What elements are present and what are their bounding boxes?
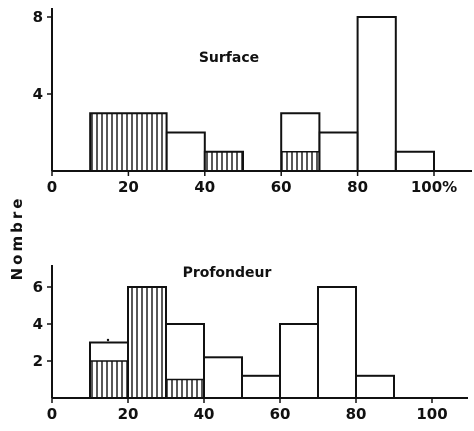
profondeur-x-tick-label-1: 20 (118, 405, 139, 423)
surface-x-tick-label-5: 100% (411, 178, 457, 196)
surface-bar-5 (356, 16, 397, 172)
profondeur-bars (89, 286, 395, 399)
profondeur-title: Profondeur (183, 265, 272, 281)
surface-y-ticks: 48 (33, 8, 52, 103)
profondeur-y-tick-label-2: 6 (33, 278, 43, 296)
surface-panel: Surface 0 20 40 60 80 100% 48 (33, 8, 472, 196)
profondeur-x-ticks: 0 20 40 60 80 100 (47, 398, 448, 423)
surface-x-tick-label-4: 80 (347, 178, 368, 196)
profondeur-bar-hatched-1 (127, 286, 167, 399)
surface-bar-hatched-0 (89, 112, 168, 172)
profondeur-x-tick-label-2: 40 (194, 405, 215, 423)
profondeur-y-tick-label-0: 2 (33, 352, 43, 370)
y-axis-label: Nombre (8, 196, 26, 281)
surface-bar-6 (394, 150, 435, 172)
surface-y-tick-label-0: 4 (33, 85, 43, 103)
surface-x-tick-label-0: 0 (47, 178, 57, 196)
stray-mark (106, 338, 110, 342)
profondeur-panel: Profondeur 0 20 40 60 80 100 2 4 6 (33, 265, 468, 423)
profondeur-bar-hatched-0 (89, 360, 129, 399)
profondeur-x-tick-label-0: 0 (47, 405, 57, 423)
profondeur-bar-3 (203, 356, 243, 399)
surface-x-tick-label-1: 20 (118, 178, 139, 196)
profondeur-bar-4 (241, 374, 281, 399)
profondeur-x-tick-label-3: 60 (270, 405, 291, 423)
profondeur-bar-6 (317, 286, 357, 399)
surface-x-tick-label-2: 40 (194, 178, 215, 196)
profondeur-bar-5 (279, 323, 319, 399)
surface-bar-1 (165, 131, 206, 172)
profondeur-bar-7 (355, 374, 395, 399)
profondeur-y-ticks: 2 4 6 (33, 278, 52, 370)
surface-x-ticks: 0 20 40 60 80 100% (47, 171, 457, 196)
surface-bar-hatched-3 (280, 151, 321, 172)
surface-bars (89, 16, 435, 172)
profondeur-x-tick-label-4: 80 (346, 405, 367, 423)
surface-title: Surface (199, 50, 259, 66)
surface-x-tick-label-3: 60 (271, 178, 292, 196)
profondeur-y-tick-label-1: 4 (33, 315, 43, 333)
surface-y-tick-label-1: 8 (33, 8, 43, 26)
surface-bar-4 (318, 131, 359, 172)
profondeur-bar-hatched-2 (165, 378, 205, 399)
profondeur-x-tick-label-5: 100 (416, 405, 447, 423)
surface-bar-hatched-2 (204, 151, 244, 172)
